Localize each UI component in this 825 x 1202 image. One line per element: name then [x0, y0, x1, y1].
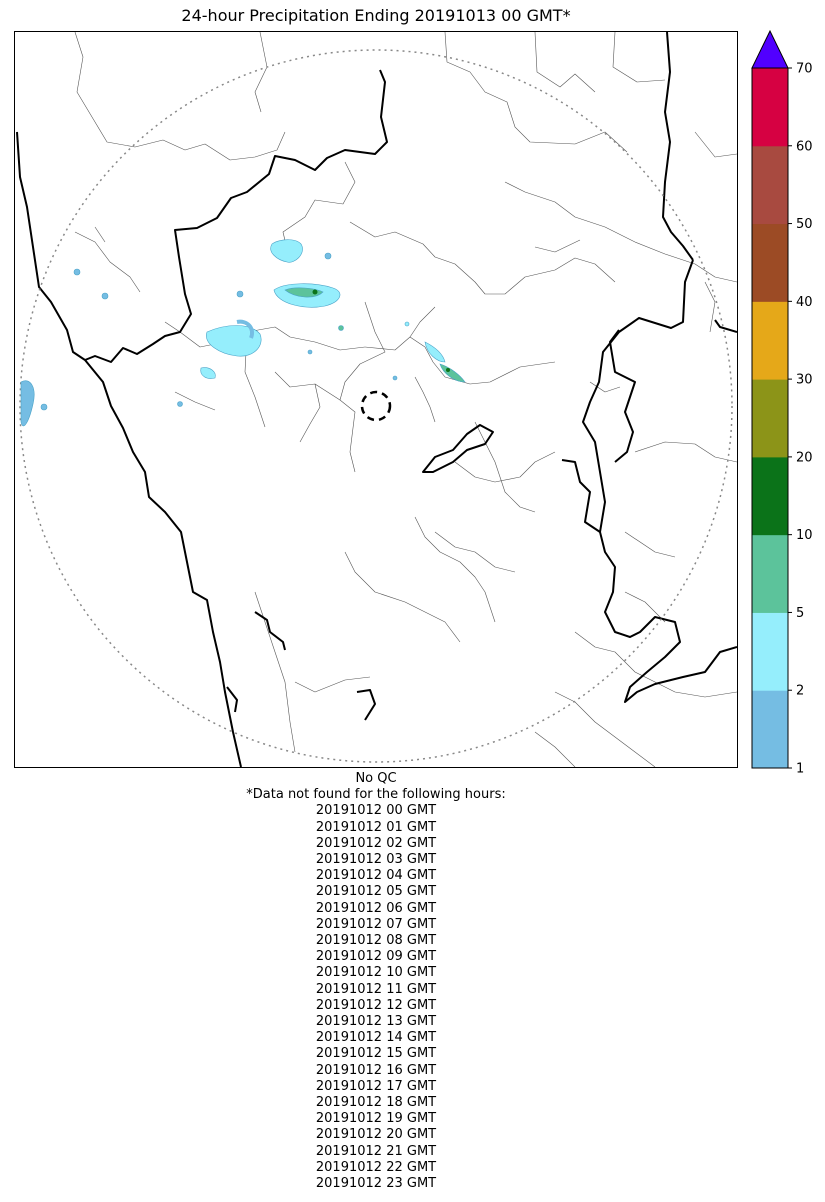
colorbar-bin [752, 690, 788, 769]
colorbar-tick-label: 2 [796, 684, 804, 699]
precip-fleck-5 [338, 325, 344, 331]
missing-hour-item: 20191012 13 GMT [315, 1014, 437, 1030]
missing-hour-item: 20191012 17 GMT [315, 1078, 437, 1094]
missing-hour-item: 20191012 01 GMT [315, 819, 437, 835]
precip-fleck-10 [307, 349, 313, 355]
precip-cell-1 [270, 239, 303, 263]
map-panel[interactable] [14, 31, 738, 768]
colorbar-tick-label: 40 [796, 295, 813, 310]
colorbar-bin [752, 612, 788, 691]
colorbar-tick-label: 70 [796, 62, 813, 77]
colorbar-bin [752, 456, 788, 536]
colorbar-bins [752, 68, 788, 769]
missing-data-note: *Data not found for the following hours: [246, 787, 506, 803]
precip-cell-6 [439, 363, 466, 383]
precip-cell-3 [206, 325, 262, 357]
precip-fleck-9 [404, 321, 410, 327]
missing-hour-item: 20191012 18 GMT [315, 1095, 437, 1111]
colorbar-tick-label: 50 [796, 217, 813, 232]
precip-fleck-3 [236, 290, 244, 298]
missing-hour-item: 20191012 04 GMT [315, 868, 437, 884]
precip-fleck-7 [40, 403, 48, 411]
missing-hour-item: 20191012 12 GMT [315, 997, 437, 1013]
precip-cell-4 [20, 380, 35, 427]
colorbar-bin [752, 301, 788, 380]
colorbar-bin [752, 534, 788, 613]
missing-hour-item: 20191012 19 GMT [315, 1111, 437, 1127]
missing-hour-item: 20191012 10 GMT [315, 965, 437, 981]
colorbar-tick-label: 5 [796, 606, 804, 621]
state-boundaries [16, 32, 737, 767]
missing-hour-item: 20191012 22 GMT [315, 1159, 437, 1175]
district-boundaries [74, 32, 737, 767]
colorbar-ticks: 1 2 5 10 20 30 40 50 60 70 [788, 62, 813, 774]
missing-hour-item: 20191012 14 GMT [315, 1030, 437, 1046]
colorbar-bin [752, 68, 788, 147]
precip-cell-6-peak [446, 368, 450, 372]
colorbar-tick-label: 60 [796, 139, 813, 154]
colorbar-tick-label: 30 [796, 373, 813, 388]
qc-label: No QC [355, 771, 397, 786]
colorbar-tick-label: 20 [796, 450, 813, 465]
colorbar-outline [751, 67, 789, 769]
missing-hour-item: 20191012 02 GMT [315, 835, 437, 851]
colorbar-bin [752, 223, 788, 302]
precip-fleck-1 [73, 268, 81, 276]
radar-range-ring [19, 49, 733, 763]
colorbar-bin [752, 145, 788, 225]
missing-hour-item: 20191012 20 GMT [315, 1127, 437, 1143]
missing-hour-item: 20191012 07 GMT [315, 916, 437, 932]
colorbar-extend-triangle [751, 29, 789, 69]
missing-hour-item: 20191012 23 GMT [315, 1176, 437, 1192]
missing-hour-item: 20191012 21 GMT [315, 1143, 437, 1159]
precipitation-contours [20, 239, 466, 427]
missing-hour-item: 20191012 00 GMT [315, 803, 437, 819]
precip-fleck-2 [101, 292, 109, 300]
radar-site-marker[interactable] [360, 390, 392, 422]
missing-hour-item: 20191012 03 GMT [315, 852, 437, 868]
missing-hour-item: 20191012 15 GMT [315, 1046, 437, 1062]
colorbar-tick-label: 10 [796, 528, 813, 543]
precip-fleck-6 [177, 401, 183, 407]
precip-cell-5 [424, 341, 446, 363]
missing-hours-list: 20191012 00 GMT 20191012 01 GMT 20191012 0… [14, 803, 738, 1192]
missing-hour-item: 20191012 16 GMT [315, 1062, 437, 1078]
missing-hour-item: 20191012 09 GMT [315, 949, 437, 965]
precip-cell-3-outer [236, 319, 254, 339]
precip-cell-7 [200, 367, 216, 379]
map-title: 24-hour Precipitation Ending 20191013 00… [181, 6, 571, 25]
precip-cell-2-peak [312, 289, 318, 295]
missing-hour-item: 20191012 11 GMT [315, 981, 437, 997]
colorbar-bin [752, 379, 788, 458]
missing-hour-item: 20191012 08 GMT [315, 933, 437, 949]
footer-notes: No QC *Data not found for the following … [14, 771, 738, 1192]
precip-fleck-4 [324, 252, 332, 260]
missing-hour-item: 20191012 05 GMT [315, 884, 437, 900]
colorbar: 1 2 5 10 20 30 40 50 60 70 [751, 29, 813, 774]
map-canvas [16, 32, 737, 767]
colorbar-tick-label: 1 [796, 762, 804, 774]
missing-hour-item: 20191012 06 GMT [315, 900, 437, 916]
precip-fleck-8 [392, 375, 398, 381]
